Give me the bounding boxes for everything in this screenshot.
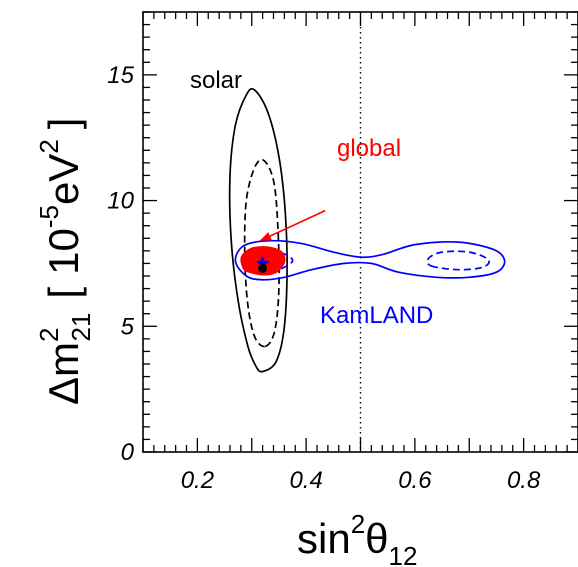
kamland-contour-dashed-2	[426, 250, 490, 271]
axis-ticks	[142, 11, 578, 453]
x-tick-label: 0.2	[181, 467, 214, 494]
y-axis-label-bracket-open: [	[40, 287, 87, 299]
best-fit-star	[255, 255, 270, 270]
y-axis-label-sub: 21	[66, 313, 96, 342]
y-axis-label: Δm221[10-5eV2]	[34, 118, 96, 405]
x-axis-label: sin2θ12	[297, 509, 417, 567]
x-axis-label-theta: θ	[365, 515, 388, 562]
solar-contour-dashed-1	[243, 158, 280, 348]
x-axis-label-main: sin	[297, 515, 351, 562]
y-axis-label-unit-base: 10	[40, 228, 87, 275]
y-axis-label-unit: eV	[40, 154, 87, 205]
x-axis-label-sub: 12	[389, 541, 418, 567]
y-tick-label: 10	[107, 188, 134, 215]
global-arrow-head	[259, 232, 272, 241]
y-axis-label-unit-exp: -5	[34, 205, 64, 228]
x-axis-label-sup: 2	[351, 509, 365, 539]
solar-annotation: solar	[190, 67, 242, 94]
best-fit-circle	[258, 263, 268, 273]
y-axis-label-delta: Δm	[40, 342, 87, 405]
kamland-contour-solid-0	[234, 239, 506, 281]
y-tick-label: 15	[107, 62, 134, 89]
y-tick-label: 0	[121, 439, 135, 466]
x-tick-label: 0.4	[289, 467, 322, 494]
y-axis-label-bracket-close: ]	[40, 118, 87, 130]
solar-contour-solid-0	[228, 87, 288, 373]
global-annotation: global	[337, 135, 401, 162]
y-axis-label-unit-sup: 2	[34, 139, 64, 153]
plot-content	[228, 12, 506, 452]
y-axis-label-sup: 2	[34, 327, 64, 341]
y-tick-label: 5	[121, 313, 135, 340]
global-arrow-shaft	[259, 209, 326, 242]
x-tick-label: 0.6	[398, 467, 432, 494]
tick-labels: 0.2 0.4 0.6 0.8 0 5 10 15	[107, 62, 541, 494]
x-tick-label: 0.8	[507, 467, 541, 494]
kamland-annotation: KamLAND	[320, 302, 433, 329]
